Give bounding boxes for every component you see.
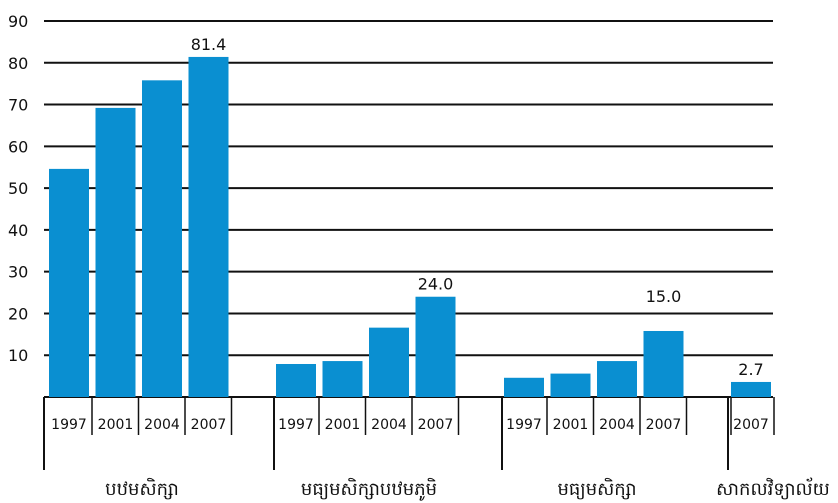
x-tick-label: 2007 bbox=[191, 417, 227, 433]
group-label: មធ្យមសិក្សាបឋមភូមិ bbox=[301, 477, 437, 501]
bar-0-2007 bbox=[188, 56, 229, 397]
bar-1-2001 bbox=[322, 361, 363, 397]
bar-0-1997 bbox=[49, 168, 89, 397]
x-tick-label: 2004 bbox=[599, 417, 635, 433]
y-tick-label: 90 bbox=[8, 12, 28, 31]
bar-2-2004 bbox=[597, 361, 637, 397]
x-tick-label: 1997 bbox=[278, 417, 314, 433]
x-tick-label: 2004 bbox=[371, 417, 407, 433]
x-tick-label: 2001 bbox=[553, 417, 589, 433]
x-axis: 1997 2001 2004 2007 បឋមសិក្សា 1997 2001 2004 200… bbox=[43, 397, 830, 501]
x-tick-label: 2001 bbox=[98, 417, 134, 433]
y-tick-label: 30 bbox=[8, 263, 28, 282]
bar-0-2001 bbox=[95, 107, 136, 398]
x-tick-label: 1997 bbox=[51, 417, 87, 433]
y-tick-label: 50 bbox=[8, 179, 28, 198]
bar-1-2007 bbox=[415, 296, 456, 397]
bar-1-2004 bbox=[369, 327, 409, 397]
y-tick-label: 80 bbox=[8, 54, 28, 73]
bars bbox=[49, 56, 771, 398]
x-tick-label: 2007 bbox=[418, 417, 454, 433]
x-tick-label: 2004 bbox=[144, 417, 180, 433]
bar-3-2007 bbox=[731, 381, 771, 397]
bar-2-1997 bbox=[504, 377, 544, 397]
x-tick-label: 2007 bbox=[733, 417, 769, 433]
x-tick-label: 2001 bbox=[325, 417, 361, 433]
y-tick-label: 70 bbox=[8, 96, 28, 115]
data-label: 2.7 bbox=[738, 360, 763, 379]
x-tick-label: 2007 bbox=[646, 417, 682, 433]
y-tick-label: 10 bbox=[8, 346, 28, 365]
y-axis-ticks: 10 20 30 40 50 60 70 80 90 bbox=[8, 12, 28, 365]
group-label: សាកលវិទ្យាល័យ bbox=[716, 477, 830, 500]
x-tick-label: 1997 bbox=[506, 417, 542, 433]
data-label: 15.0 bbox=[646, 287, 682, 306]
bar-2-2001 bbox=[550, 373, 591, 397]
group-label: មធ្យមសិក្សា bbox=[557, 477, 636, 500]
bar-0-2004 bbox=[142, 80, 182, 397]
data-label: 81.4 bbox=[191, 35, 227, 54]
group-label: បឋមសិក្សា bbox=[105, 477, 179, 500]
bar-2-2007 bbox=[643, 330, 684, 397]
data-label: 24.0 bbox=[418, 275, 454, 294]
bar-1-1997 bbox=[276, 363, 316, 397]
y-tick-label: 60 bbox=[8, 137, 28, 156]
data-labels: 81.4 24.0 15.0 2.7 bbox=[191, 35, 764, 379]
y-tick-label: 40 bbox=[8, 221, 28, 240]
y-tick-label: 20 bbox=[8, 304, 28, 323]
